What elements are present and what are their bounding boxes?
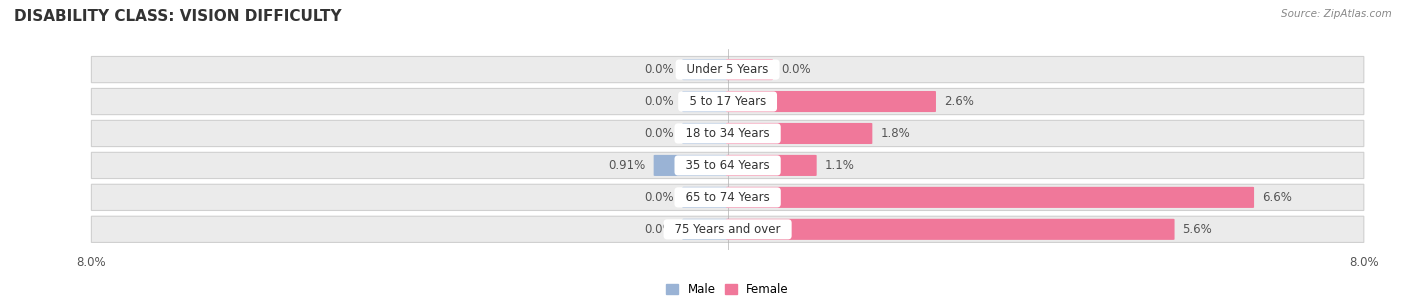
Text: Under 5 Years: Under 5 Years: [679, 63, 776, 76]
Text: 1.1%: 1.1%: [825, 159, 855, 172]
Text: 0.0%: 0.0%: [645, 223, 675, 236]
FancyBboxPatch shape: [725, 59, 773, 80]
Text: 0.0%: 0.0%: [645, 63, 675, 76]
FancyBboxPatch shape: [725, 91, 936, 112]
Text: 0.0%: 0.0%: [780, 63, 810, 76]
FancyBboxPatch shape: [91, 120, 1364, 147]
FancyBboxPatch shape: [91, 184, 1364, 210]
Text: 5.6%: 5.6%: [1182, 223, 1212, 236]
FancyBboxPatch shape: [91, 88, 1364, 115]
FancyBboxPatch shape: [725, 187, 1254, 208]
FancyBboxPatch shape: [725, 123, 872, 144]
FancyBboxPatch shape: [654, 155, 730, 176]
Text: 65 to 74 Years: 65 to 74 Years: [678, 191, 778, 204]
FancyBboxPatch shape: [682, 187, 730, 208]
FancyBboxPatch shape: [725, 155, 817, 176]
FancyBboxPatch shape: [682, 59, 730, 80]
FancyBboxPatch shape: [725, 219, 1174, 240]
Text: 1.8%: 1.8%: [880, 127, 910, 140]
Text: 6.6%: 6.6%: [1263, 191, 1292, 204]
Text: 35 to 64 Years: 35 to 64 Years: [678, 159, 778, 172]
Text: 2.6%: 2.6%: [943, 95, 974, 108]
FancyBboxPatch shape: [91, 152, 1364, 178]
FancyBboxPatch shape: [682, 91, 730, 112]
FancyBboxPatch shape: [91, 216, 1364, 242]
FancyBboxPatch shape: [682, 219, 730, 240]
Text: 0.91%: 0.91%: [609, 159, 645, 172]
Text: 0.0%: 0.0%: [645, 191, 675, 204]
Legend: Male, Female: Male, Female: [662, 278, 793, 300]
FancyBboxPatch shape: [91, 56, 1364, 83]
Text: Source: ZipAtlas.com: Source: ZipAtlas.com: [1281, 9, 1392, 19]
Text: 0.0%: 0.0%: [645, 95, 675, 108]
Text: 5 to 17 Years: 5 to 17 Years: [682, 95, 773, 108]
Text: DISABILITY CLASS: VISION DIFFICULTY: DISABILITY CLASS: VISION DIFFICULTY: [14, 9, 342, 24]
Text: 0.0%: 0.0%: [645, 127, 675, 140]
Text: 75 Years and over: 75 Years and over: [666, 223, 789, 236]
Text: 18 to 34 Years: 18 to 34 Years: [678, 127, 778, 140]
FancyBboxPatch shape: [682, 123, 730, 144]
